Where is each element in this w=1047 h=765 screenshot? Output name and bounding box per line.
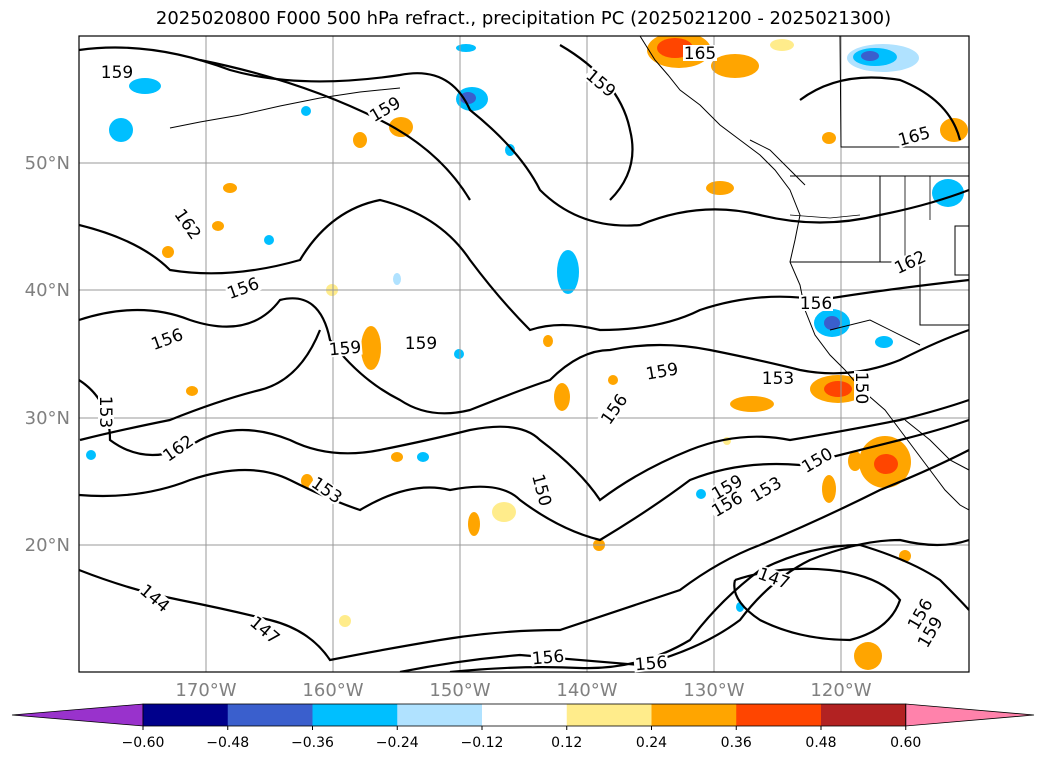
lon-label-170w: 170°W: [175, 680, 236, 701]
contour-label-bg: [891, 247, 929, 277]
contour-label: 156: [531, 647, 565, 670]
contour-label-bg: [747, 473, 785, 505]
map-frame: [78, 35, 970, 673]
contour-label-bg: [224, 274, 262, 302]
colorbar-tick-label: 0.48: [805, 735, 836, 751]
colorbar-tick-label: −0.24: [376, 735, 419, 751]
colorbar-tick-label: 0.12: [551, 735, 582, 751]
lon-label-130w: 130°W: [683, 680, 744, 701]
contour-label: 159: [101, 63, 133, 83]
colorbar-tick-label: 0.60: [890, 735, 921, 751]
contour-label-bg: [366, 93, 404, 125]
colorbar: [11, 703, 1035, 727]
lat-label-20n: 20°N: [25, 535, 70, 556]
colorbar-swatch: [227, 704, 313, 726]
colorbar-extend-high: [905, 703, 1035, 727]
colorbar-swatch: [143, 704, 229, 726]
contour-label: 153: [762, 369, 794, 389]
colorbar-swatch: [397, 704, 483, 726]
contour-label: 156: [800, 294, 832, 314]
contour-label-bg: [798, 444, 836, 476]
contour-label-bg: [708, 471, 746, 503]
contour-label-bg: [136, 580, 174, 616]
contour-label-bg: [529, 471, 555, 509]
map-panel: [79, 36, 969, 672]
colorbar-swatch: [821, 704, 907, 726]
colorbar-swatch: [566, 704, 652, 726]
colorbar-tick-label: 0.36: [721, 735, 752, 751]
lon-label-150w: 150°W: [429, 680, 490, 701]
colorbar-tick-label: −0.36: [291, 735, 334, 751]
contour-label-bg: [171, 205, 205, 243]
colorbar-tick-label: −0.12: [461, 735, 504, 751]
contour-label-bg: [404, 335, 438, 351]
colorbar-tick-labels: −0.60 −0.48 −0.36 −0.24 −0.12 0.12 0.24 0.36 0.4…: [122, 726, 921, 751]
contour-label-bg: [98, 395, 114, 429]
contour-label-bg: [308, 473, 346, 507]
contour-label-bg: [708, 488, 746, 520]
colorbar-tick-label: −0.48: [206, 735, 249, 751]
precip-shading: [86, 36, 968, 670]
contour-label: 153: [95, 396, 115, 428]
contour-label-bg: [100, 64, 134, 80]
colorbar-tick-label: −0.60: [122, 735, 165, 751]
contour-label-bg: [582, 65, 620, 101]
colorbar-frame: [142, 703, 907, 727]
lat-label-50n: 50°N: [25, 153, 70, 174]
longitude-labels: 170°W 160°W 150°W 140°W 130°W 120°W: [175, 680, 871, 701]
contour-label-bg: [761, 370, 795, 386]
lat-label-40n: 40°N: [25, 280, 70, 301]
map-title: 2025020800 F000 500 hPa refract., precip…: [155, 8, 892, 29]
contour-label-bg: [895, 123, 933, 149]
contour-label-bg: [904, 595, 936, 633]
contour-label: 165: [684, 44, 716, 64]
contour-label-bg: [327, 338, 363, 358]
contour-label-bg: [683, 45, 717, 61]
contour-label-bg: [854, 371, 870, 405]
contour-label-bg: [246, 612, 284, 648]
contour-label-bg: [159, 431, 197, 465]
contour-label-bg: [148, 325, 186, 353]
contour-label-bg: [914, 613, 946, 651]
contour-label-bg: [633, 653, 669, 673]
contour-label-bg: [799, 295, 833, 311]
contour-label-bg: [530, 647, 566, 667]
colorbar-swatch: [651, 704, 737, 726]
colorbar-swatch: [482, 704, 568, 726]
contour-label-bg: [643, 360, 681, 382]
colorbar-swatch: [312, 704, 398, 726]
lon-label-160w: 160°W: [302, 680, 363, 701]
colorbar-swatch: [736, 704, 822, 726]
contour-label: 150: [851, 372, 871, 404]
colorbar-extend-low: [11, 703, 144, 727]
contour-label-bg: [597, 390, 631, 428]
contour-label: 156: [634, 653, 668, 676]
lon-label-120w: 120°W: [810, 680, 871, 701]
political-borders: [789, 176, 931, 262]
contour-label: 159: [328, 338, 362, 361]
lat-label-30n: 30°N: [25, 408, 70, 429]
contour-label: 159: [405, 334, 437, 354]
lon-label-140w: 140°W: [556, 680, 617, 701]
contour-label-bg: [755, 564, 793, 592]
colorbar-tick-label: 0.24: [636, 735, 667, 751]
latitude-labels: 50°N 40°N 30°N 20°N: [25, 153, 70, 556]
